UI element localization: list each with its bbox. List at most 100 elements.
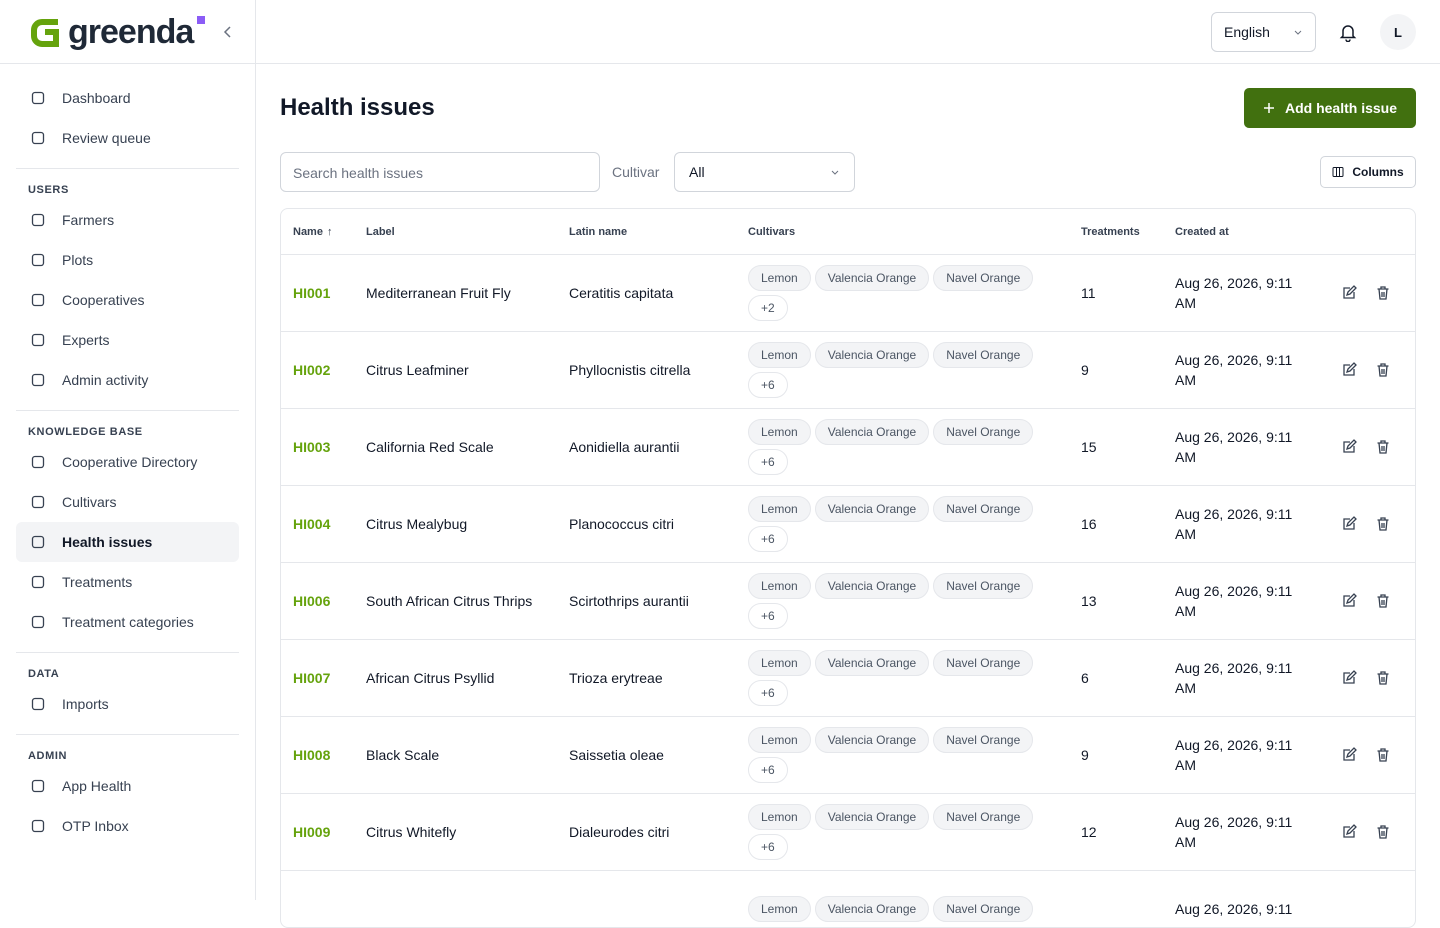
- latin: Trioza erytreae: [569, 670, 663, 686]
- nav-icon: [31, 373, 45, 387]
- name[interactable]: HI009: [293, 824, 331, 840]
- columns-button[interactable]: Columns: [1320, 156, 1416, 188]
- delete-button[interactable]: [1375, 362, 1391, 378]
- nav-item[interactable]: Review queue: [16, 118, 239, 158]
- edit-button[interactable]: [1341, 670, 1357, 686]
- add-button[interactable]: Add health issue: [1244, 88, 1416, 128]
- name[interactable]: HI006: [293, 593, 331, 609]
- treatments: 13: [1081, 593, 1097, 609]
- language-select[interactable]: English: [1211, 12, 1316, 52]
- nav-item[interactable]: Cooperative Directory: [16, 442, 239, 482]
- edit-button[interactable]: [1341, 362, 1357, 378]
- search-input[interactable]: Search health issues: [280, 152, 600, 192]
- name[interactable]: HI001: [293, 285, 331, 301]
- edit-button[interactable]: [1341, 824, 1357, 840]
- nav-item[interactable]: Farmers: [16, 200, 239, 240]
- cell: 6: [1081, 640, 1089, 716]
- nav-group-title: USERS: [28, 184, 69, 196]
- nav-item[interactable]: Cooperatives: [16, 280, 239, 320]
- nav-item[interactable]: App Health: [16, 766, 239, 806]
- label: African Citrus Psyllid: [366, 670, 495, 686]
- cell: Lemon Valencia Orange Navel Orange +6: [748, 563, 1068, 639]
- column-header[interactable]: Name ↑: [293, 209, 332, 254]
- chip: Lemon: [748, 342, 811, 368]
- created: Aug 26, 2026, 9:11 AM: [1175, 352, 1293, 388]
- edit-button[interactable]: [1341, 747, 1357, 763]
- cell: Aug 26, 2026, 9:11 AM: [1175, 640, 1315, 716]
- nav-group: ADMIN App Health OTP Inbox: [16, 734, 239, 846]
- more-chip[interactable]: +6: [748, 603, 788, 629]
- nav-label: Review queue: [62, 130, 151, 146]
- name[interactable]: HI007: [293, 670, 331, 686]
- more-chip[interactable]: +6: [748, 449, 788, 475]
- nav-label: App Health: [62, 778, 132, 794]
- delete-button[interactable]: [1375, 285, 1391, 301]
- delete-button[interactable]: [1375, 593, 1391, 609]
- cell: Citrus Leafminer: [366, 332, 541, 408]
- more-chip[interactable]: +6: [748, 834, 788, 860]
- column-title: Latin name: [569, 225, 628, 238]
- chip: Navel Orange: [933, 496, 1034, 522]
- column-header: Treatments: [1081, 209, 1140, 254]
- more-chip[interactable]: +6: [748, 372, 788, 398]
- notifications[interactable]: [1338, 22, 1358, 42]
- nav-item[interactable]: Cultivars: [16, 482, 239, 522]
- created: Aug 26, 2026, 9:11 AM: [1175, 506, 1293, 542]
- delete-button[interactable]: [1375, 670, 1391, 686]
- avatar[interactable]: L: [1380, 14, 1416, 50]
- cell: South African Citrus Thrips: [366, 563, 541, 639]
- name[interactable]: HI004: [293, 516, 331, 532]
- label: Mediterranean Fruit Fly: [366, 285, 511, 301]
- delete-button[interactable]: [1375, 824, 1391, 840]
- chip: Valencia Orange: [814, 573, 930, 599]
- delete-button[interactable]: [1375, 516, 1391, 532]
- nav-item[interactable]: Imports: [16, 684, 239, 724]
- delete-button[interactable]: [1375, 439, 1391, 455]
- name[interactable]: HI002: [293, 362, 331, 378]
- edit-button[interactable]: [1341, 516, 1357, 532]
- cultivar-select[interactable]: All: [674, 152, 855, 192]
- table-row: HI003 California Red Scale Aonidiella aura…: [281, 409, 1415, 486]
- logo: greenda: [28, 13, 206, 51]
- column-title: Label: [366, 225, 395, 238]
- treatments: 16: [1081, 516, 1097, 532]
- nav-item[interactable]: OTP Inbox: [16, 806, 239, 846]
- nav-label: Treatments: [62, 574, 133, 590]
- label: South African Citrus Thrips: [366, 593, 533, 609]
- edit-button[interactable]: [1341, 285, 1357, 301]
- nav-label: OTP Inbox: [62, 818, 129, 834]
- nav-item[interactable]: Health issues: [16, 522, 239, 562]
- more-chip[interactable]: +2: [748, 295, 788, 321]
- nav-group-title: KNOWLEDGE BASE: [28, 426, 143, 438]
- nav-icon: [31, 819, 45, 833]
- cell: HI001: [293, 255, 330, 331]
- edit-button[interactable]: [1341, 593, 1357, 609]
- cultivar-chips: Lemon Valencia Orange Navel Orange +6: [748, 804, 1068, 860]
- edit-button[interactable]: [1341, 439, 1357, 455]
- name[interactable]: HI008: [293, 747, 331, 763]
- nav-item[interactable]: Admin activity: [16, 360, 239, 400]
- nav-item[interactable]: Treatment categories: [16, 602, 239, 642]
- actions: [1341, 409, 1391, 485]
- chip: Lemon: [748, 419, 811, 445]
- nav-icon: [31, 213, 45, 227]
- label: California Red Scale: [366, 439, 494, 455]
- nav-icon: [31, 293, 45, 307]
- cell: HI007: [293, 640, 330, 716]
- chevron: [1294, 30, 1302, 35]
- delete-button[interactable]: [1375, 747, 1391, 763]
- nav-item[interactable]: Plots: [16, 240, 239, 280]
- nav-icon: [31, 697, 45, 711]
- cell: 9: [1081, 717, 1089, 793]
- nav-item[interactable]: Dashboard: [16, 78, 239, 118]
- collapse-button[interactable]: [221, 25, 235, 39]
- nav-item[interactable]: Treatments: [16, 562, 239, 602]
- more-chip[interactable]: +6: [748, 680, 788, 706]
- more-chip[interactable]: +6: [748, 757, 788, 783]
- treatments: 9: [1081, 362, 1089, 378]
- chip: Valencia Orange: [814, 650, 930, 676]
- more-chip[interactable]: +6: [748, 526, 788, 552]
- nav-label: Admin activity: [62, 372, 149, 388]
- name[interactable]: HI003: [293, 439, 331, 455]
- nav-item[interactable]: Experts: [16, 320, 239, 360]
